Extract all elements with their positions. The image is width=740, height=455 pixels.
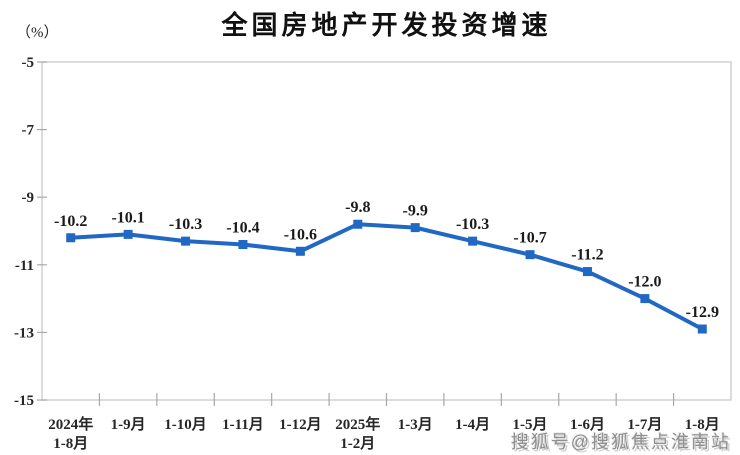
series-line: [70, 222, 704, 331]
data-label: -12.0: [628, 274, 661, 291]
x-axis-category-label: 2024年 1-8月: [48, 415, 93, 452]
y-axis-unit-label: （%）: [16, 25, 59, 41]
x-axis-category-label: 1-7月: [627, 416, 662, 433]
data-point-marker: [66, 233, 76, 243]
y-axis-tick-label: -11: [15, 258, 34, 274]
data-label: -10.7: [513, 230, 546, 247]
data-label: -12.9: [686, 304, 719, 321]
data-label: -10.2: [54, 213, 87, 230]
watermark: 搜狐号@搜狐焦点淮南站: [510, 432, 731, 452]
y-axis-tick-label: -9: [22, 190, 35, 206]
data-point-marker: [295, 246, 305, 256]
x-axis-category-label: 1-6月: [570, 416, 605, 433]
data-label: -9.9: [403, 203, 428, 220]
data-point-marker: [525, 250, 535, 260]
data-point-marker: [410, 223, 420, 233]
data-point-marker: [238, 240, 248, 250]
x-axis-category-label: 1-11月: [222, 416, 264, 433]
x-axis-category-label: 1-12月: [279, 416, 322, 433]
chart-title: 全国房地产开发投资增速: [221, 10, 552, 40]
data-point-marker: [468, 236, 478, 246]
data-label: -10.3: [169, 216, 202, 233]
data-point-marker: [181, 236, 191, 246]
data-label: -10.4: [226, 220, 259, 237]
x-axis-category-label: 1-10月: [164, 416, 207, 433]
y-axis-tick-label: -7: [22, 123, 35, 139]
data-point-marker: [123, 229, 133, 239]
y-axis-tick-label: -13: [14, 325, 34, 341]
y-axis-tick-label: -5: [22, 55, 35, 71]
x-axis-category-label: 2025年 1-2月: [335, 415, 380, 452]
x-axis-category-label: 1-5月: [513, 416, 548, 433]
data-label: -9.8: [345, 199, 370, 216]
y-axis-tick-label: -15: [14, 393, 34, 409]
data-label: -10.3: [456, 216, 489, 233]
data-label: -10.6: [284, 226, 317, 243]
x-axis-category-label: 1-8月: [685, 416, 720, 433]
x-axis-category-label: 1-3月: [398, 416, 433, 433]
x-axis-category-label: 1-9月: [111, 416, 146, 433]
data-point-marker: [353, 219, 363, 229]
data-point-marker: [582, 267, 592, 277]
data-point-marker: [640, 294, 650, 304]
plot-area-border: [41, 61, 732, 401]
data-point-marker: [697, 324, 707, 334]
x-axis-category-label: 1-4月: [455, 416, 490, 433]
data-label: -11.2: [571, 247, 603, 264]
data-label: -10.1: [111, 209, 144, 226]
